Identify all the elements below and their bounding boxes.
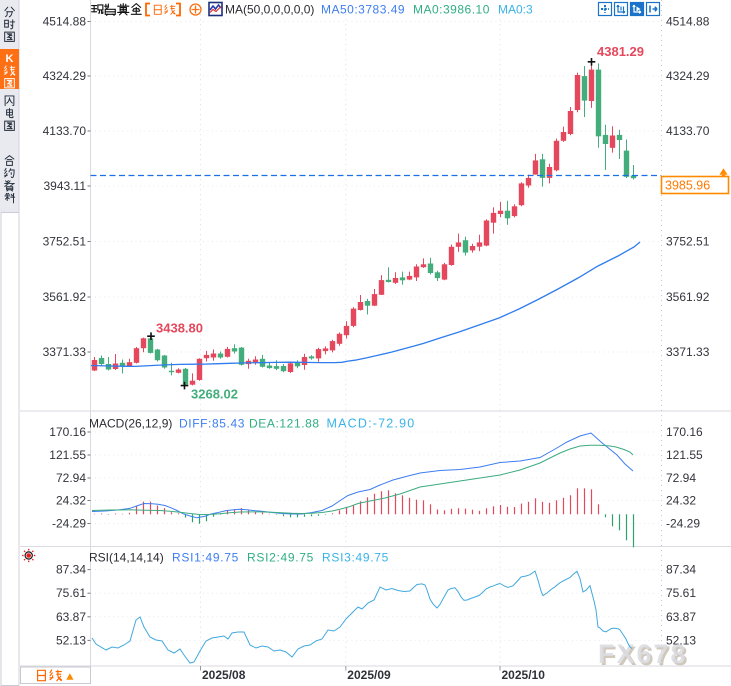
svg-text:MACD:-72.90: MACD:-72.90 bbox=[327, 417, 416, 431]
svg-text:4514.88: 4514.88 bbox=[43, 15, 87, 29]
svg-text:2025/09: 2025/09 bbox=[347, 668, 391, 682]
svg-text:4324.29: 4324.29 bbox=[666, 69, 710, 83]
svg-text:121.55: 121.55 bbox=[49, 448, 86, 462]
svg-text:MACD(26,12,9): MACD(26,12,9) bbox=[89, 417, 172, 431]
svg-text:4514.88: 4514.88 bbox=[666, 15, 710, 29]
svg-text:3561.92: 3561.92 bbox=[666, 290, 710, 304]
svg-text:24.32: 24.32 bbox=[666, 494, 696, 508]
svg-text:FX678: FX678 bbox=[598, 639, 688, 669]
svg-text:63.87: 63.87 bbox=[56, 610, 86, 624]
svg-text:2025/10: 2025/10 bbox=[502, 668, 546, 682]
svg-text:DIFF:85.43: DIFF:85.43 bbox=[179, 417, 245, 431]
svg-text:RSI(14,14,14): RSI(14,14,14) bbox=[89, 551, 164, 565]
svg-text:72.94: 72.94 bbox=[56, 471, 86, 485]
svg-text:4324.29: 4324.29 bbox=[43, 69, 87, 83]
svg-text:3752.51: 3752.51 bbox=[666, 235, 710, 249]
svg-text:MA50:3783.49: MA50:3783.49 bbox=[321, 3, 405, 17]
svg-text:75.61: 75.61 bbox=[666, 586, 696, 600]
svg-text:121.55: 121.55 bbox=[666, 448, 703, 462]
svg-text:24.32: 24.32 bbox=[56, 494, 86, 508]
svg-text:3268.02: 3268.02 bbox=[191, 387, 238, 402]
svg-text:K: K bbox=[6, 53, 14, 65]
svg-text:RSI2:49.75: RSI2:49.75 bbox=[247, 551, 314, 565]
svg-text:2025/08: 2025/08 bbox=[202, 668, 246, 682]
svg-text:3438.80: 3438.80 bbox=[156, 321, 203, 336]
svg-text:72.94: 72.94 bbox=[666, 471, 696, 485]
svg-text:3985.96: 3985.96 bbox=[665, 179, 710, 193]
svg-text:4133.70: 4133.70 bbox=[666, 124, 710, 138]
svg-text:3561.92: 3561.92 bbox=[43, 290, 87, 304]
svg-text:-24.29: -24.29 bbox=[52, 517, 86, 531]
svg-text:MA0:3986.10: MA0:3986.10 bbox=[413, 3, 490, 17]
svg-text:63.87: 63.87 bbox=[666, 610, 696, 624]
svg-text:MA(50,0,0,0,0,0): MA(50,0,0,0,0,0) bbox=[225, 3, 314, 17]
svg-text:52.13: 52.13 bbox=[56, 633, 86, 647]
svg-text:3371.33: 3371.33 bbox=[43, 345, 87, 359]
svg-text:87.34: 87.34 bbox=[56, 563, 86, 577]
svg-text:3943.11: 3943.11 bbox=[44, 179, 87, 193]
svg-text:3752.51: 3752.51 bbox=[43, 235, 87, 249]
svg-text:170.16: 170.16 bbox=[49, 425, 86, 439]
svg-text:-24.29: -24.29 bbox=[666, 517, 700, 531]
svg-text:MA0:3: MA0:3 bbox=[498, 3, 533, 17]
svg-text:DEA:121.88: DEA:121.88 bbox=[249, 417, 320, 431]
svg-text:RSI3:49.75: RSI3:49.75 bbox=[322, 551, 389, 565]
svg-text:RSI1:49.75: RSI1:49.75 bbox=[172, 551, 239, 565]
svg-text:3371.33: 3371.33 bbox=[666, 345, 710, 359]
svg-text:87.34: 87.34 bbox=[666, 563, 696, 577]
svg-text:52.13: 52.13 bbox=[666, 633, 696, 647]
svg-text:75.61: 75.61 bbox=[56, 586, 86, 600]
svg-text:4133.70: 4133.70 bbox=[43, 124, 87, 138]
svg-text:4381.29: 4381.29 bbox=[597, 44, 644, 59]
svg-text:170.16: 170.16 bbox=[666, 425, 703, 439]
svg-text:FX678: FX678 bbox=[600, 641, 690, 671]
